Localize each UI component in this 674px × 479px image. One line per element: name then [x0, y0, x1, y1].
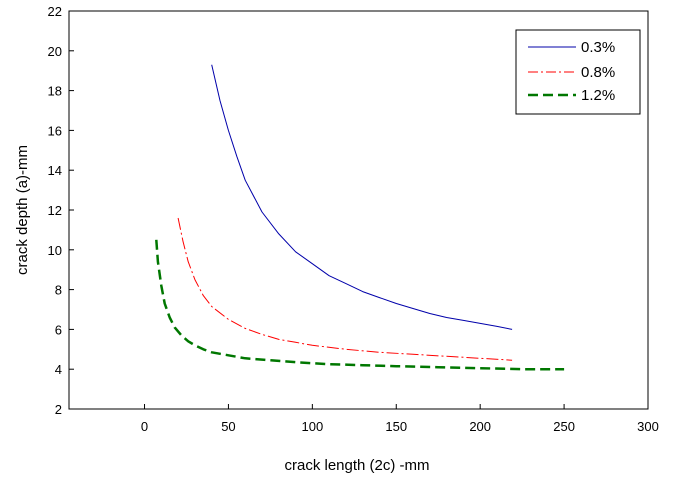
y-axis-ticks: 2 4 6 8 10 12 14 16 18 20 22 [48, 4, 74, 417]
legend: 0.3% 0.8% 1.2% [515, 29, 641, 115]
series-line-2 [155, 239, 565, 371]
y-axis-title: crack depth (a)-mm [14, 145, 31, 275]
y-tick-label: 18 [48, 84, 62, 99]
y-tick-label: 14 [48, 163, 62, 178]
y-tick-label: 16 [48, 123, 62, 138]
y-tick-label: 4 [55, 362, 62, 377]
legend-label-0-3: 0.3% [581, 39, 615, 56]
x-tick-label: 150 [385, 419, 407, 434]
y-tick-label: 20 [48, 44, 62, 59]
x-axis-ticks: 0 50 100 150 200 250 300 [141, 404, 659, 434]
x-axis-title: crack length (2c) -mm [284, 457, 429, 474]
series-layer [155, 64, 565, 371]
y-tick-label: 6 [55, 322, 62, 337]
legend-label-1-2: 1.2% [581, 87, 615, 104]
x-tick-label: 100 [301, 419, 323, 434]
series-line-1 [177, 217, 513, 361]
series-line-0 [211, 64, 513, 330]
x-tick-label: 0 [141, 419, 148, 434]
legend-label-0-8: 0.8% [581, 64, 615, 81]
y-tick-label: 10 [48, 243, 62, 258]
y-tick-label: 8 [55, 283, 62, 298]
y-tick-label: 12 [48, 203, 62, 218]
x-tick-label: 50 [221, 419, 235, 434]
y-tick-label: 22 [48, 4, 62, 19]
x-tick-label: 200 [469, 419, 491, 434]
y-tick-label: 2 [55, 402, 62, 417]
x-tick-label: 250 [553, 419, 575, 434]
x-tick-label: 300 [637, 419, 659, 434]
